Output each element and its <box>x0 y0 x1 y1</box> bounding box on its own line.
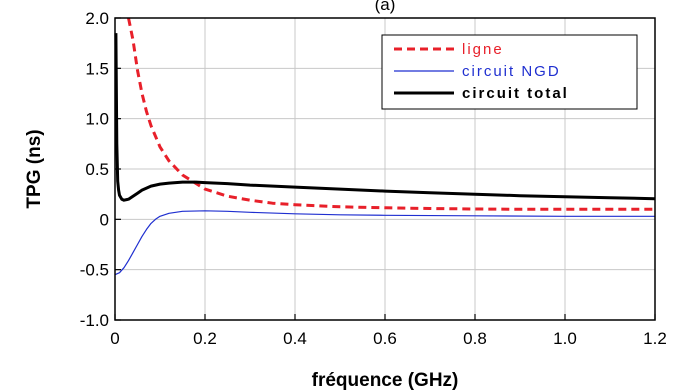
y-tick-label: 2.0 <box>85 9 109 28</box>
y-tick-label: 0 <box>100 210 109 229</box>
x-tick-label: 1.0 <box>553 329 577 348</box>
x-tick-label: 0.4 <box>283 329 307 348</box>
y-tick-label: 1.5 <box>85 59 109 78</box>
legend-box <box>381 34 638 110</box>
series-line-2 <box>114 210 655 276</box>
y-tick-label: -1.0 <box>80 311 109 330</box>
x-tick-label: 0.6 <box>373 329 397 348</box>
y-tick-label: -0.5 <box>80 261 109 280</box>
series-lines <box>114 17 656 276</box>
legend: ligne circuit NGD circuit total <box>381 34 638 110</box>
y-tick-label: 1.0 <box>85 110 109 129</box>
y-tick-label: 0.5 <box>85 160 109 179</box>
x-tick-label: 0.2 <box>193 329 217 348</box>
x-tick-label: 0.8 <box>463 329 487 348</box>
top-label: (a) <box>375 0 396 14</box>
legend-label: circuit NGD <box>462 63 561 80</box>
x-axis-title: fréquence (GHz) <box>312 370 459 391</box>
series-line-3 <box>114 33 656 202</box>
y-axis-title: TPG (ns) <box>24 129 45 208</box>
x-tick-label: 0 <box>110 329 119 348</box>
x-tick-label: 1.2 <box>643 329 667 348</box>
legend-label: ligne <box>462 41 504 58</box>
axis-ticks: 0 0.2 0.4 0.6 0.8 1.0 1.2 -1.0 -0.5 0 0.5 1.0 1.5 2.0 <box>80 9 667 348</box>
legend-label: circuit total <box>462 85 569 102</box>
